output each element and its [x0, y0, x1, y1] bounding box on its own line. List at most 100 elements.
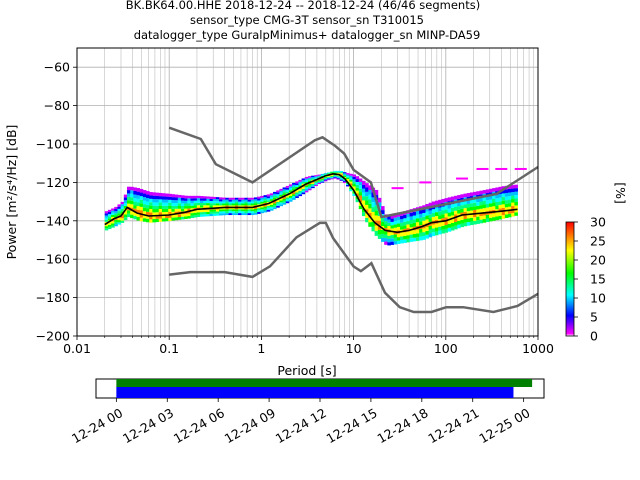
density-cell — [393, 241, 398, 245]
density-cell — [501, 211, 506, 216]
density-cell — [263, 210, 268, 213]
density-cell — [469, 199, 474, 204]
density-cell — [111, 223, 115, 226]
density-cell — [244, 203, 249, 206]
density-cell — [155, 208, 160, 213]
density-cell — [228, 211, 233, 214]
density-cell — [133, 194, 137, 199]
density-cell — [336, 175, 341, 177]
density-cell — [457, 195, 461, 199]
density-cell — [352, 176, 357, 180]
density-cell — [511, 185, 515, 189]
density-cell — [419, 213, 423, 218]
density-cell — [396, 240, 401, 244]
density-cell — [330, 176, 334, 178]
density-cell — [225, 203, 229, 206]
density-cell — [358, 205, 363, 210]
density-cell — [142, 214, 147, 219]
density-cell — [323, 173, 328, 175]
density-cell — [349, 181, 353, 184]
density-cell — [196, 212, 201, 215]
density-cell — [444, 228, 449, 233]
density-cell — [444, 209, 449, 214]
density-cell — [200, 200, 204, 203]
density-cell — [215, 211, 220, 214]
density-cell — [447, 197, 452, 202]
density-cell — [346, 183, 350, 185]
density-cell — [473, 202, 477, 207]
density-cell — [482, 208, 487, 212]
x-axis: 0.01 0.1 1 10 100 1000 — [63, 336, 554, 356]
density-cell — [136, 206, 141, 210]
density-cell — [339, 171, 344, 173]
density-cell — [295, 194, 299, 197]
density-cell — [219, 199, 223, 202]
density-cell — [342, 172, 347, 174]
density-cell — [238, 207, 242, 210]
density-cell — [250, 209, 255, 212]
density-cell — [120, 201, 125, 205]
density-cell — [454, 203, 458, 208]
density-cell — [196, 195, 201, 199]
density-cell — [428, 229, 433, 234]
density-cell — [339, 178, 344, 180]
density-cell — [352, 181, 357, 185]
density-cell — [311, 184, 315, 186]
density-cell — [187, 195, 191, 199]
density-cell — [231, 211, 236, 214]
density-cell — [209, 213, 214, 217]
density-cell — [187, 216, 191, 219]
density-cell — [231, 197, 236, 200]
density-cell — [161, 208, 166, 213]
density-cell — [511, 192, 515, 196]
density-cell — [203, 209, 207, 213]
density-sparse-cell — [514, 167, 527, 170]
density-cell — [219, 197, 223, 200]
density-cell — [180, 214, 185, 217]
density-cell — [406, 224, 410, 229]
density-cell — [482, 215, 487, 220]
density-cell — [250, 203, 255, 206]
density-cell — [390, 241, 395, 245]
density-cell — [339, 172, 344, 174]
density-cell — [317, 180, 322, 182]
density-cell — [228, 201, 233, 204]
density-cell — [406, 238, 410, 243]
timeline-tick-label: 12-24 15 — [324, 405, 380, 446]
density-cell — [225, 197, 229, 200]
density-cell — [501, 200, 506, 205]
density-cell — [247, 213, 252, 216]
density-cell — [492, 198, 496, 203]
density-cell — [190, 205, 195, 209]
density-cell — [219, 205, 223, 208]
density-cell — [146, 218, 150, 223]
density-cell — [298, 192, 303, 195]
density-cell — [107, 216, 112, 219]
density-cell — [177, 200, 182, 204]
density-cell — [231, 201, 236, 204]
density-cell — [126, 210, 131, 214]
density-cell — [450, 204, 455, 208]
density-cell — [200, 202, 204, 206]
density-cell — [196, 198, 201, 201]
density-cell — [142, 204, 147, 208]
density-cell — [323, 176, 328, 178]
density-cell — [279, 200, 283, 203]
density-cell — [403, 235, 407, 240]
density-cell — [146, 201, 150, 205]
density-cell — [368, 185, 372, 191]
density-cell — [358, 188, 363, 193]
density-cell — [476, 209, 480, 214]
density-cell — [374, 215, 379, 221]
density-cell — [196, 205, 201, 208]
x-tick-label: 100 — [434, 341, 458, 356]
density-cell — [257, 206, 261, 209]
density-cell — [209, 201, 214, 204]
density-cell — [346, 173, 350, 175]
density-cell — [285, 197, 290, 200]
density-cell — [381, 206, 385, 211]
density-cell — [130, 186, 134, 191]
density-cell — [295, 183, 299, 186]
density-cell — [508, 192, 512, 197]
density-cell — [190, 195, 195, 199]
